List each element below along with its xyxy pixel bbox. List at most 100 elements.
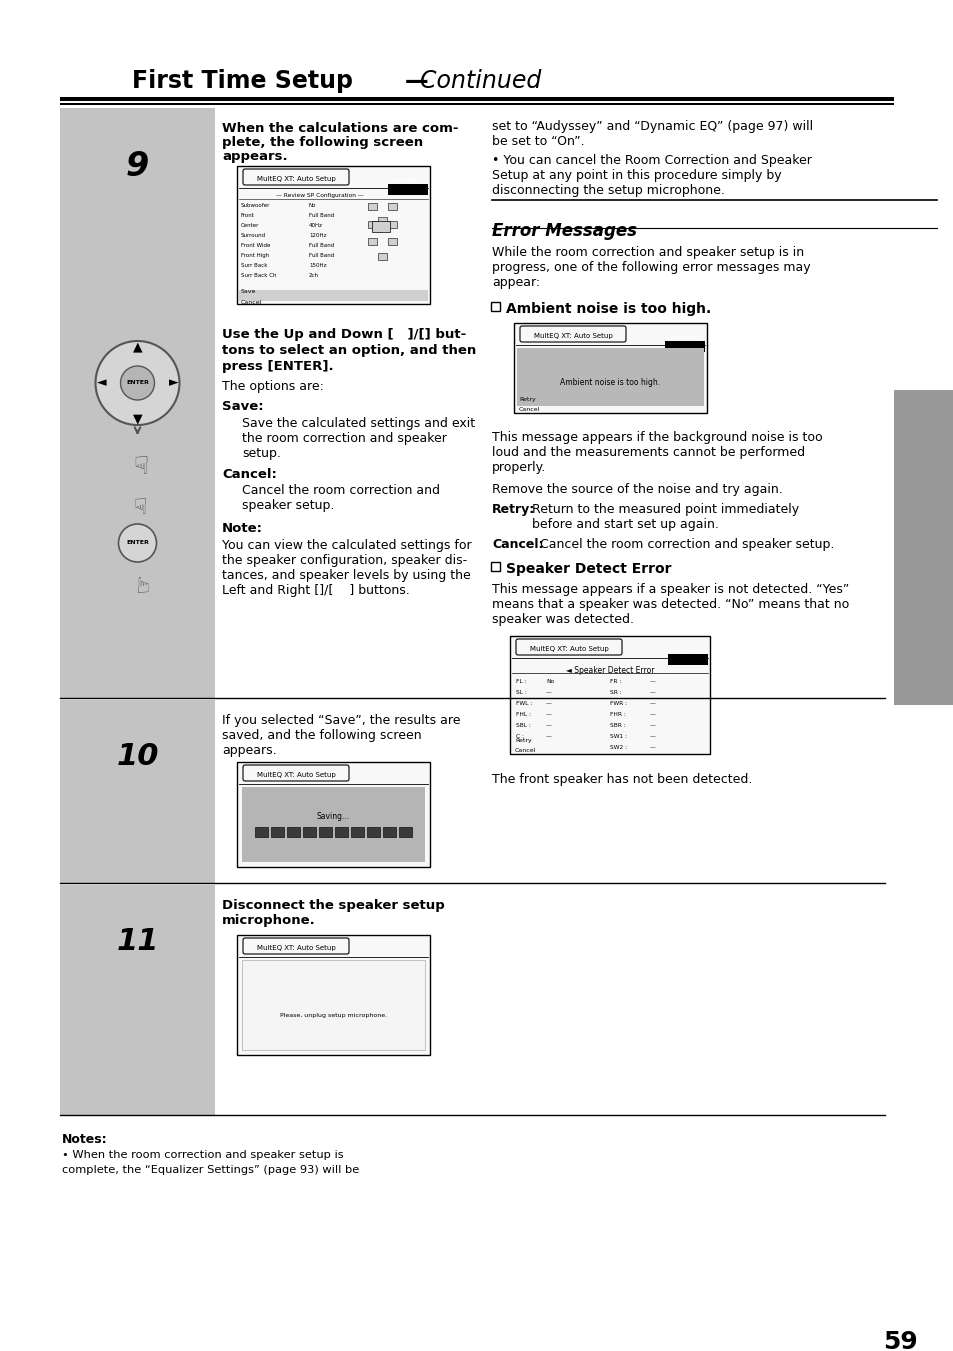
Text: the room correction and speaker: the room correction and speaker [242, 432, 446, 444]
Text: saved, and the following screen: saved, and the following screen [222, 730, 421, 742]
Text: Note:: Note: [222, 521, 263, 535]
Bar [664, 340, 704, 353]
Text: 10: 10 [116, 742, 158, 771]
FancyBboxPatch shape [516, 639, 621, 655]
Text: the speaker configuration, speaker dis-: the speaker configuration, speaker dis- [222, 554, 467, 567]
Text: FHR :: FHR : [609, 712, 625, 717]
Text: loud and the measurements cannot be performed: loud and the measurements cannot be perf… [492, 446, 804, 459]
Text: Front Wide: Front Wide [241, 243, 270, 249]
Text: —: — [649, 680, 655, 684]
Text: Remove the source of the noise and try again.: Remove the source of the noise and try a… [492, 484, 781, 496]
Bar [242, 961, 424, 1050]
Text: SR :: SR : [609, 690, 621, 694]
Bar [351, 827, 364, 838]
Text: —: — [649, 744, 655, 750]
Text: This message appears if the background noise is too: This message appears if the background n… [492, 431, 821, 444]
Text: —: — [545, 723, 551, 728]
Text: means that a speaker was detected. “No” means that no: means that a speaker was detected. “No” … [492, 598, 848, 611]
Text: speaker setup.: speaker setup. [242, 499, 334, 512]
Text: C :: C : [516, 734, 523, 739]
Text: Ambient noise is too high.: Ambient noise is too high. [559, 378, 659, 386]
Text: Save: Save [241, 289, 256, 295]
Text: Please, unplug setup microphone.: Please, unplug setup microphone. [279, 1013, 387, 1019]
Text: set to “Audyssey” and “Dynamic EQ” (page 97) will: set to “Audyssey” and “Dynamic EQ” (page… [492, 120, 812, 132]
Text: AUDYSSEY: AUDYSSEY [395, 178, 420, 182]
Text: ☟: ☟ [133, 571, 147, 590]
Text: ▲: ▲ [132, 340, 142, 354]
Text: When the calculations are com-: When the calculations are com- [222, 122, 458, 135]
Text: SBR :: SBR : [609, 723, 625, 728]
Text: SW1 :: SW1 : [609, 734, 626, 739]
Text: Error Messages: Error Messages [492, 222, 637, 240]
Text: If you selected “Save”, the results are: If you selected “Save”, the results are [222, 713, 460, 727]
Text: 120Hz: 120Hz [309, 232, 326, 238]
Text: 59: 59 [882, 1329, 917, 1351]
Text: Ambient noise is too high.: Ambient noise is too high. [505, 303, 711, 316]
Text: Full Band: Full Band [309, 243, 334, 249]
Text: progress, one of the following error messages may: progress, one of the following error mes… [492, 261, 810, 274]
Text: Retry: Retry [515, 738, 531, 743]
Text: speaker was detected.: speaker was detected. [492, 613, 634, 626]
Text: FHL :: FHL : [516, 712, 531, 717]
Text: AUDYSSEY: AUDYSSEY [672, 336, 697, 340]
Bar [303, 827, 315, 838]
Text: SBL :: SBL : [516, 723, 530, 728]
Bar [388, 203, 396, 209]
Bar [271, 827, 284, 838]
Text: First Time Setup: First Time Setup [132, 69, 353, 93]
Text: ☟: ☟ [133, 499, 147, 517]
Bar [368, 222, 376, 228]
Text: Saving...: Saving... [316, 812, 350, 821]
Text: MultEQ XT: Auto Setup: MultEQ XT: Auto Setup [256, 944, 335, 951]
Text: Cancel the room correction and speaker setup.: Cancel the room correction and speaker s… [539, 538, 834, 551]
Circle shape [118, 524, 156, 562]
Text: • You can cancel the Room Correction and Speaker: • You can cancel the Room Correction and… [492, 154, 811, 168]
Bar [368, 203, 376, 209]
Bar [510, 636, 709, 754]
Bar [388, 222, 396, 228]
Text: properly.: properly. [492, 461, 546, 474]
Text: Center: Center [241, 223, 259, 228]
Text: Disconnect the speaker setup: Disconnect the speaker setup [222, 898, 444, 912]
Text: The options are:: The options are: [222, 380, 323, 393]
Text: 9: 9 [126, 150, 149, 182]
Bar [239, 290, 428, 301]
Text: —: — [545, 712, 551, 717]
Bar [893, 390, 953, 705]
Text: Return to the measured point immediately: Return to the measured point immediately [532, 503, 799, 516]
Text: FL :: FL : [516, 680, 526, 684]
Text: Continued: Continued [419, 69, 540, 93]
Text: ◄: ◄ [96, 377, 106, 389]
Text: FWL :: FWL : [516, 701, 532, 707]
Text: microphone.: microphone. [222, 915, 315, 927]
Text: Cancel: Cancel [518, 407, 539, 412]
Text: —: — [649, 723, 655, 728]
Text: —: — [649, 734, 655, 739]
Text: Cancel:: Cancel: [492, 538, 543, 551]
Text: appears.: appears. [222, 150, 287, 163]
Text: ENTER: ENTER [126, 381, 149, 385]
Bar [318, 827, 332, 838]
Text: Surr Back: Surr Back [241, 263, 267, 267]
Circle shape [120, 366, 154, 400]
Text: tons to select an option, and then: tons to select an option, and then [222, 345, 476, 357]
Text: 150Hz: 150Hz [309, 263, 326, 267]
Text: tances, and speaker levels by using the: tances, and speaker levels by using the [222, 569, 470, 582]
Text: The front speaker has not been detected.: The front speaker has not been detected. [492, 773, 752, 786]
Bar [236, 762, 430, 867]
Text: Left and Right []/[    ] buttons.: Left and Right []/[ ] buttons. [222, 584, 410, 597]
Text: FWR :: FWR : [609, 701, 626, 707]
Bar [242, 788, 424, 862]
Bar [388, 238, 396, 245]
Text: This message appears if a speaker is not detected. “Yes”: This message appears if a speaker is not… [492, 584, 848, 596]
Text: Cancel: Cancel [515, 748, 536, 753]
Bar [372, 222, 390, 232]
Text: Save:: Save: [222, 400, 263, 413]
Text: MultEQ XT: Auto Setup: MultEQ XT: Auto Setup [529, 646, 608, 653]
Text: —: — [649, 690, 655, 694]
Text: Retry:: Retry: [492, 503, 535, 516]
Bar [287, 827, 299, 838]
Text: be set to “On”.: be set to “On”. [492, 135, 584, 149]
Text: 40Hz: 40Hz [309, 223, 323, 228]
Text: While the room correction and speaker setup is in: While the room correction and speaker se… [492, 246, 803, 259]
